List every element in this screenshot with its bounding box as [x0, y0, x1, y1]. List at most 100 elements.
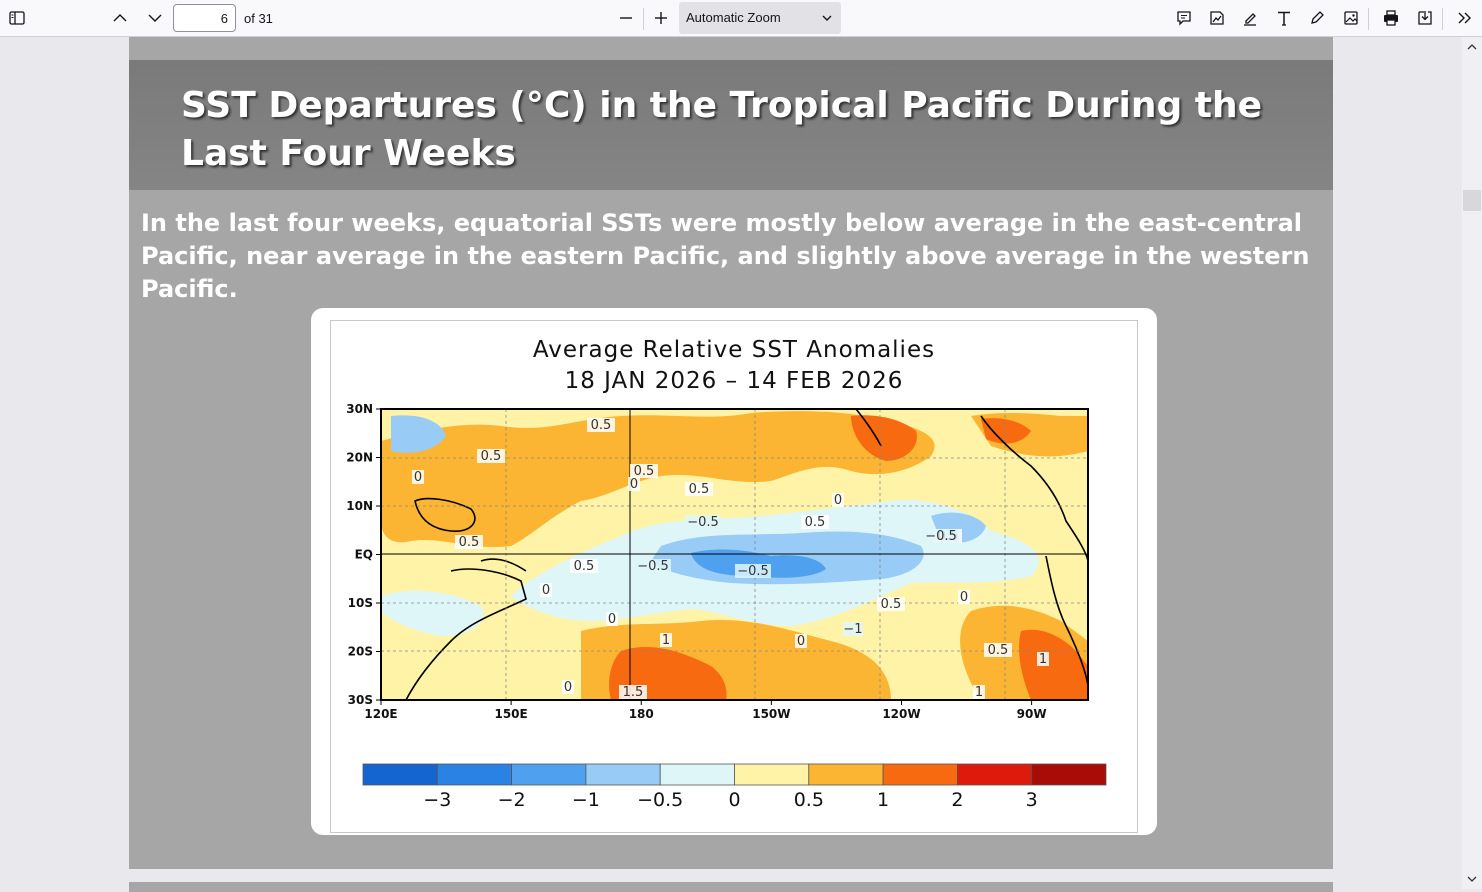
tools-menu-icon[interactable] [1451, 6, 1477, 30]
slide-subtitle: In the last four weeks, equatorial SSTs … [141, 209, 1310, 303]
y-tick-label: EQ [355, 548, 373, 562]
contour-label-bg [562, 680, 574, 694]
contour-label: −1 [843, 622, 862, 637]
y-tick-label: 20N [346, 451, 373, 465]
next-page-button[interactable] [142, 6, 168, 30]
signature-icon[interactable] [1204, 6, 1230, 30]
y-tick-label: 10S [348, 596, 373, 610]
colorbar-segment [957, 763, 1033, 786]
contour-label-bg [628, 477, 640, 491]
x-tick-label: 150E [494, 707, 527, 721]
neutral-anomaly-australia [381, 590, 484, 636]
contour-label-bg [984, 643, 1012, 657]
colorbar-label: 2 [951, 789, 963, 811]
x-tick-label: 120E [364, 707, 397, 721]
contour-label: 0 [608, 612, 616, 627]
contour-label: 0 [564, 680, 572, 695]
contour-label-bg [587, 418, 615, 432]
central-america-coastline [980, 415, 1089, 562]
contour-label: 0.5 [805, 515, 826, 530]
zoom-in-button[interactable] [648, 6, 674, 30]
vertical-scrollbar[interactable] [1462, 37, 1482, 889]
colorbar-label: 0 [728, 789, 740, 811]
page-count-label: of 31 [244, 11, 273, 26]
y-tick-label: 30S [348, 693, 373, 707]
contour-label: 0.5 [591, 418, 612, 433]
sst-map: 0.50.50.50.50.50.50.50.50.50.50000000011… [346, 402, 1107, 811]
save-icon[interactable] [1412, 6, 1438, 30]
zoom-out-button[interactable] [613, 6, 639, 30]
cold-anomaly-core [691, 549, 826, 578]
y-tick-label: 10N [346, 499, 373, 513]
contour-label: 1 [1039, 652, 1047, 667]
contour-label-bg [973, 685, 985, 699]
contour-label-bg [735, 564, 771, 578]
scroll-up-arrow-icon[interactable] [1466, 41, 1478, 53]
toolbar-separator [1368, 8, 1369, 30]
page-number-input[interactable] [173, 4, 236, 32]
contour-label: 0.5 [988, 643, 1009, 658]
x-tick-label: 150W [752, 707, 790, 721]
colorbar-label: −0.5 [637, 789, 683, 811]
scroll-down-arrow-icon[interactable] [1466, 873, 1478, 885]
colorbar-label: 3 [1026, 789, 1038, 811]
contour-label-bg [1037, 652, 1049, 666]
zoom-select-label: Automatic Zoom [686, 10, 781, 25]
text-tool-icon[interactable] [1271, 6, 1297, 30]
draw-icon[interactable] [1304, 6, 1330, 30]
contour-label: −0.5 [687, 515, 719, 530]
contour-label: 1 [662, 633, 670, 648]
pdf-page: SST Departures (°C) in the Tropical Paci… [129, 37, 1333, 869]
contour-label-bg [795, 634, 807, 648]
colorbar-segment [585, 763, 661, 786]
colorbar-segment [734, 763, 810, 786]
contour-label: 1 [975, 685, 983, 700]
contour-label: 0 [630, 477, 638, 492]
colorbar-segment [1031, 763, 1107, 786]
borneo-coastline [414, 497, 476, 532]
next-pdf-page [129, 882, 1333, 892]
figure-card: Average Relative SST Anomalies 18 JAN 20… [311, 308, 1157, 835]
comment-icon[interactable] [1171, 6, 1197, 30]
contour-label: 0.5 [481, 449, 502, 464]
colorbar-label: 0.5 [794, 789, 824, 811]
previous-page-button[interactable] [107, 6, 133, 30]
image-icon[interactable] [1338, 6, 1364, 30]
contour-label-bg [685, 482, 713, 496]
sidebar-toggle-icon[interactable] [4, 6, 30, 30]
contour-label-bg [923, 529, 959, 543]
contour-label-bg [877, 597, 905, 611]
x-tick-label: 120W [882, 707, 920, 721]
contour-label: −0.5 [925, 529, 957, 544]
contour-label: 0 [542, 583, 550, 598]
x-tick-label: 90W [1017, 707, 1047, 721]
warm-anomaly-north [381, 411, 935, 548]
contour-label-bg [540, 583, 552, 597]
colorbar-segment [659, 763, 735, 786]
slide-title: SST Departures (°C) in the Tropical Paci… [181, 85, 1263, 174]
contour-label: −0.5 [737, 564, 769, 579]
y-tick-label: 30N [346, 402, 373, 416]
toolbar-separator [1442, 8, 1443, 30]
chevron-down-icon [822, 15, 832, 21]
contour-label-bg [660, 633, 672, 647]
scrollbar-thumb[interactable] [1463, 190, 1481, 211]
pdf-toolbar: of 31 Automatic Zoom [0, 0, 1482, 37]
baja-coastline [855, 408, 882, 447]
y-tick-label: 20S [348, 645, 373, 659]
contour-label: 0 [960, 590, 968, 605]
contour-label: −0.5 [637, 559, 669, 574]
contour-label-bg [570, 559, 598, 573]
contour-label-bg [832, 493, 844, 507]
highlight-icon[interactable] [1237, 6, 1263, 30]
colorbar-segment [436, 763, 513, 786]
sst-anomaly-figure: Average Relative SST Anomalies 18 JAN 20… [330, 320, 1138, 833]
document-viewer[interactable]: SST Departures (°C) in the Tropical Paci… [0, 37, 1482, 892]
contour-label-bg [958, 590, 970, 604]
hot-anomaly-mexico [981, 418, 1031, 444]
print-icon[interactable] [1378, 6, 1404, 30]
toolbar-separator [643, 8, 644, 30]
colorbar: −3 −2 −1 −0.5 0 0.5 1 2 3 [362, 763, 1107, 811]
hot-anomaly-north [851, 415, 917, 461]
zoom-select[interactable]: Automatic Zoom [679, 2, 841, 34]
